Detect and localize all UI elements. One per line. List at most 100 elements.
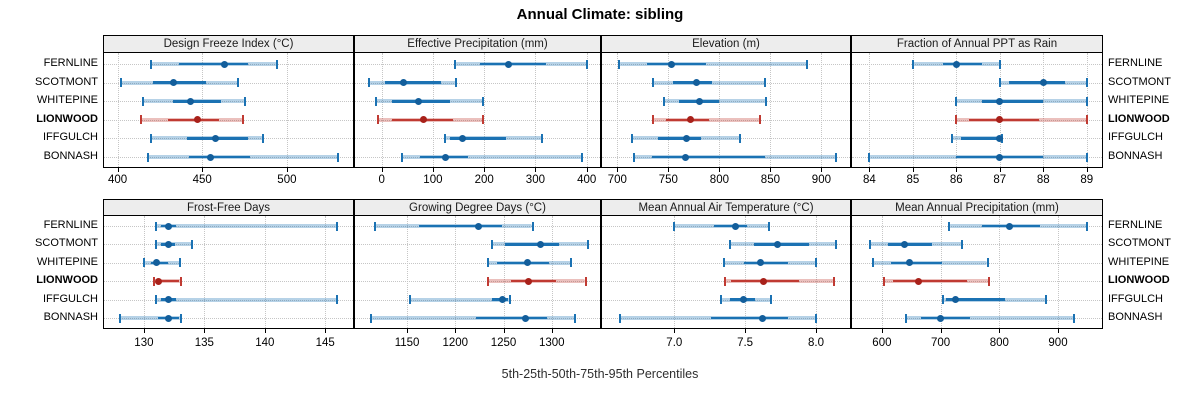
row-label-left: WHITEPINE [36,94,98,107]
percentile-band-5-95 [371,316,575,320]
x-axis-tick [668,168,670,172]
whisker-cap [869,239,872,249]
interquartile-line-25-75 [753,243,809,246]
whisker-cap [374,96,377,106]
gridline-v [432,53,434,167]
row-label-left: IFFGULCH [43,292,98,305]
row-label-left: SCOTMONT [35,237,98,250]
whisker-cap [833,276,836,286]
x-axis-tick-label: 900 [1048,337,1068,349]
interquartile-line-25-75 [153,81,206,84]
panel-strip-title: Design Freeze Index (°C) [163,38,294,50]
interquartile-line-25-75 [887,243,933,246]
panel-strip-title: Fraction of Annual PPT as Rain [896,38,1058,50]
median-dot [687,116,695,124]
row-label-right: SCOTMONT [1108,237,1171,250]
median-dot [212,134,220,142]
gridline-h [104,299,353,301]
whisker-cap [868,152,871,162]
percentile-band-5-95 [410,297,511,302]
gridline-h [602,299,850,301]
median-dot [667,60,675,68]
median-dot [399,79,407,87]
gridline-v [956,53,958,167]
median-dot [731,222,739,230]
whisker-cap [1085,152,1088,162]
x-axis-tick [999,168,1001,172]
whisker-cap [806,59,809,69]
x-axis-tick [770,168,772,172]
whisker-cap [768,221,771,231]
gridline-v [407,216,409,328]
whisker-cap [947,221,950,231]
interquartile-line-25-75 [920,316,970,320]
median-dot [505,60,513,68]
row-label-right: LIONWOOD [1108,112,1170,125]
median-dot [915,277,923,285]
interquartile-line-25-75 [892,279,967,283]
gridline-h [852,281,1102,283]
gridline-v [999,53,1001,167]
interquartile-line-25-75 [646,62,707,66]
median-dot [522,314,530,322]
x-axis-tick-label: 130 [134,337,154,349]
whisker-cap [377,115,380,125]
x-axis-tick-label: 200 [474,174,494,186]
gridline-h [602,64,850,65]
whisker-cap [179,258,182,268]
median-dot [164,296,172,304]
x-axis-tick-label: 800 [709,174,729,186]
x-axis-tick [999,329,1001,333]
panel-strip: Mean Annual Air Temperature (°C) [601,199,851,215]
interquartile-line-25-75 [945,298,1006,301]
median-dot [525,277,533,285]
gridline-h [602,119,850,121]
panel-strip-title: Frost-Free Days [186,202,271,214]
whisker-cap [401,152,404,162]
median-dot [740,296,748,304]
whisker-cap [367,78,370,88]
gridline-v [912,53,914,167]
whisker-cap [673,221,676,231]
row-label-left: LIONWOOD [36,274,98,287]
whisker-cap [140,115,143,125]
gridline-v [264,216,266,328]
whisker-cap [262,133,265,143]
gridline-v [503,216,505,328]
x-axis-tick-label: 700 [931,337,951,349]
whisker-cap [531,221,534,231]
median-dot [220,60,228,68]
panel [103,52,354,168]
percentile-band-5-95 [156,224,338,228]
panel [851,52,1103,168]
x-axis-tick [912,168,914,172]
median-dot [152,259,160,267]
median-dot [952,60,960,68]
whisker-cap [961,239,964,249]
median-dot [415,97,423,105]
whisker-cap [118,313,121,323]
gridline-v [745,216,747,328]
row-label-right: IFFGULCH [1108,131,1163,144]
whisker-cap [487,258,490,268]
whisker-cap [150,59,153,69]
median-dot [207,153,215,161]
gridline-h [355,101,600,103]
x-axis-tick-label: 0 [378,174,385,186]
panel [851,215,1103,329]
panel [354,52,601,168]
panel [601,52,851,168]
interquartile-line-25-75 [504,243,559,246]
interquartile-line-25-75 [890,261,943,264]
median-dot [499,296,507,304]
row-label-right: BONNASH [1108,311,1163,323]
interquartile-line-25-75 [418,224,502,228]
row-label-right: BONNASH [1108,150,1163,162]
x-axis-tick-label: 135 [194,337,214,349]
interquartile-line-25-75 [673,81,713,84]
whisker-cap [453,59,456,69]
whisker-cap [942,295,944,305]
x-axis-tick-label: 145 [315,337,335,349]
gridline-h [602,244,850,246]
gridline-h [602,262,850,264]
